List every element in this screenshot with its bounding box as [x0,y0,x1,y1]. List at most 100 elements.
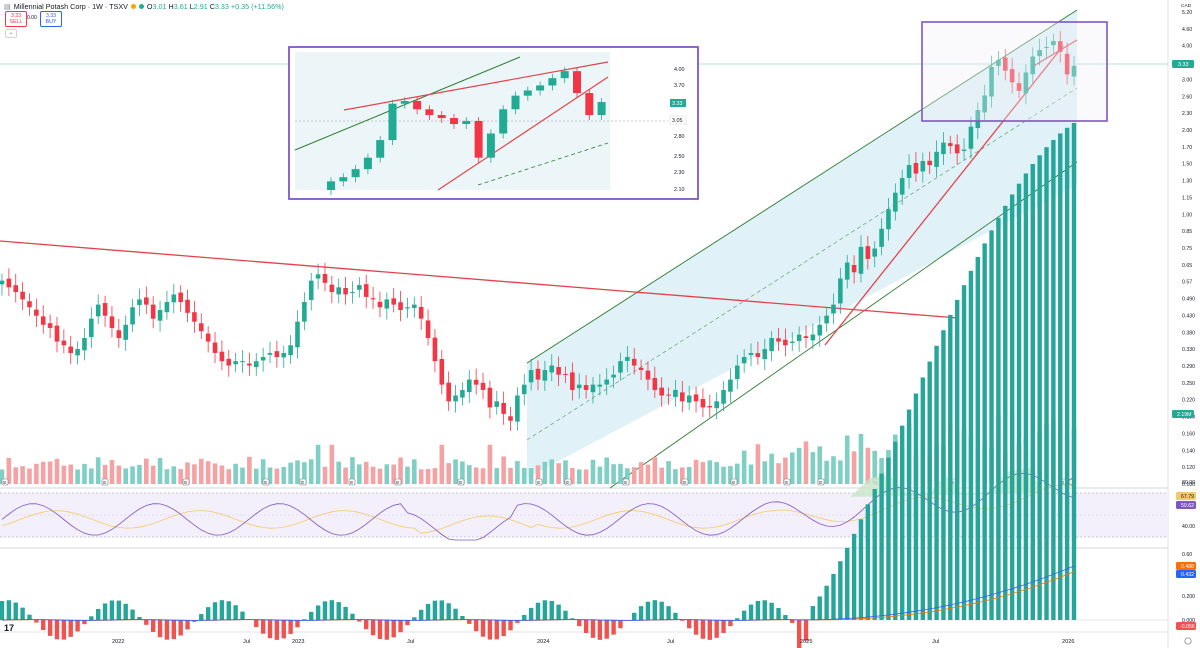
volume-bar [357,464,362,484]
symbol-title[interactable]: Millennial Potash Corp · 1W · TSXV [13,2,128,11]
volume-bar [748,464,754,484]
macd-histogram-bar [865,504,871,620]
market-status-icon [130,4,136,9]
earnings-icon-label: E [1061,480,1064,485]
candle-body [123,324,128,340]
inset-candle-body [499,109,508,134]
macd-histogram-bar [1037,155,1042,621]
macd-histogram-bar [178,620,183,636]
candle-body [47,323,53,328]
price-tick: 1.00 [1182,212,1192,218]
earnings-icon [1,478,9,486]
macd-histogram-bar [1051,139,1056,620]
volume-badge [1172,410,1194,418]
macd-histogram-bar [535,602,541,620]
volume-bar [844,435,850,484]
candle-body [329,284,335,293]
earnings-icon-label: E [683,480,686,485]
macd-histogram-bar [872,489,877,620]
candle-body [233,361,238,365]
volume-bar [824,460,829,484]
volume-bar [171,466,177,484]
candle-body [61,340,67,346]
macd-histogram-bar [748,604,754,620]
candle-body [803,336,809,339]
volume-bar [453,459,458,484]
histogram-badge-text: -0.056 [1180,624,1195,630]
macd-histogram-bar [680,620,685,621]
volume-bar [714,462,719,484]
volume-bar [734,463,740,484]
volume-bar [308,459,314,484]
candle-body [563,373,568,375]
candle-body [508,416,513,421]
time-tick: 2023 [292,639,304,645]
candle-body [810,334,816,341]
price-tick: 1.30 [1182,179,1192,185]
macd-histogram-bar [315,605,321,620]
macd-histogram-bar [109,600,115,620]
collapse-legend-chevron-icon[interactable]: ⌄ [5,29,17,38]
macd-histogram-bar [845,547,850,620]
earnings-icon-label: E [350,480,353,485]
time-tick: 2025 [800,639,812,645]
resistance-trendline [0,240,959,319]
earnings-icon-label: E [459,480,462,485]
macd-tick: 0.200 [1182,594,1195,600]
macd-histogram-bar [13,602,18,620]
macd-histogram-bar [522,614,527,620]
rsi-tick: 80.00 [1182,480,1195,486]
volume-bar [116,465,122,484]
volume-bar [295,460,300,484]
macd-histogram-bar [137,616,142,620]
inset-candle-body [450,117,458,125]
volume-bar [803,441,809,484]
buy-button[interactable]: 3.33 BUY [40,11,62,27]
inset-candle-body [400,100,409,104]
candle-body [769,338,774,352]
macd-histogram-bar [432,600,438,620]
macd-histogram-bar [954,299,960,620]
candle-body [453,395,458,402]
volume-bar [570,468,575,484]
earnings-icon-label: E [537,480,540,485]
earnings-icon-label: E [264,480,267,485]
candle-body [858,246,864,274]
candle-body [308,280,314,300]
macd-histogram-bar [700,620,706,639]
macd-histogram-bar [652,600,658,620]
macd-histogram-bar [886,457,891,620]
candle-body [54,325,60,342]
sell-button[interactable]: 3.33 SELL [5,11,27,27]
candle-body [576,384,582,389]
macd-histogram-bar [645,601,651,620]
volume-bar [329,444,335,484]
volume-bar [95,457,101,484]
volume-bar [556,463,561,484]
volume-bar [700,462,706,484]
candle-body [198,323,204,332]
macd-histogram-bar [6,600,12,620]
candle-body [824,315,829,324]
candle-body [192,312,197,322]
channel-lower-line [609,161,1078,489]
candle-body [466,379,472,393]
rsi-tick: 40.00 [1182,524,1195,530]
macd-histogram-bar [61,620,67,640]
inset-candle-body [327,181,335,190]
macd-histogram-bar [790,620,795,623]
inset-last-price-badge [670,99,686,107]
volume-bar [693,459,699,484]
inset-candle-body [388,103,397,141]
macd-histogram-bar [611,620,616,635]
volume-bar [123,468,128,484]
macd-histogram-bar [34,620,39,623]
volume-bar [728,466,733,484]
inset-candle-body [376,140,385,158]
macd-histogram-bar [810,606,816,620]
candle-body [150,304,156,319]
volume-bar [260,459,266,484]
earnings-icon-label: E [396,480,399,485]
macd-histogram-bar [1009,194,1015,620]
